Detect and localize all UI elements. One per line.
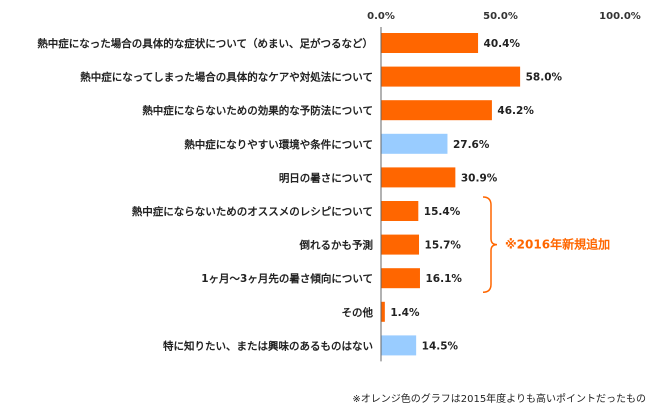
- x-tick-label: 0.0%: [367, 11, 395, 22]
- footnote: ※オレンジ色のグラフは2015年度よりも高いポイントだったもの: [352, 392, 646, 405]
- value-label: 15.4%: [424, 206, 461, 218]
- category-label: 明日の暑さについて: [279, 171, 373, 184]
- value-label: 16.1%: [425, 273, 462, 285]
- category-label: 熱中症にならないための効果的な予防法について: [142, 104, 373, 117]
- bar: [381, 301, 385, 322]
- value-label: 30.9%: [461, 172, 498, 184]
- value-label: 1.4%: [390, 307, 420, 319]
- group-annotation: ※2016年新規追加: [482, 196, 610, 293]
- value-label: 58.0%: [526, 72, 563, 84]
- bar: [381, 234, 420, 255]
- value-label: 40.4%: [484, 38, 521, 50]
- bar: [381, 33, 479, 53]
- bar: [381, 100, 492, 121]
- group-brace: [482, 196, 498, 293]
- value-label: 46.2%: [497, 105, 534, 117]
- bars-group: 熱中症になった場合の具体的な症状について（めまい、足がつるなど） 40.4% 熱中症…: [37, 33, 563, 356]
- axis-ticks: 0.0% 50.0% 100.0%: [367, 11, 641, 22]
- bar: [381, 201, 419, 221]
- bar: [381, 268, 420, 289]
- value-label: 27.6%: [453, 139, 490, 151]
- category-label: 熱中症になった場合の具体的な症状について（めまい、足がつるなど）: [37, 37, 373, 50]
- x-tick-label: 100.0%: [599, 11, 641, 22]
- category-label: 1ヶ月～3ヶ月先の暑さ傾向について: [201, 272, 373, 285]
- bar: [381, 66, 521, 87]
- bar: [381, 167, 456, 188]
- bar: [381, 133, 448, 154]
- category-label: 熱中症にならないためのオススメのレシピについて: [132, 205, 373, 218]
- category-label: 熱中症になってしまった場合の具体的なケアや対処法について: [80, 71, 373, 84]
- bar: [381, 335, 417, 356]
- category-label: 特に知りたい、または興味のあるものはない: [163, 339, 373, 352]
- category-label: 倒れるかも予測: [299, 239, 374, 252]
- category-label: その他: [342, 306, 374, 319]
- group-annotation-text: ※2016年新規追加: [505, 237, 610, 252]
- value-label: 15.7%: [425, 240, 462, 252]
- x-tick-label: 50.0%: [483, 11, 518, 22]
- category-label: 熱中症になりやすい環境や条件について: [184, 138, 373, 151]
- value-label: 14.5%: [422, 340, 459, 352]
